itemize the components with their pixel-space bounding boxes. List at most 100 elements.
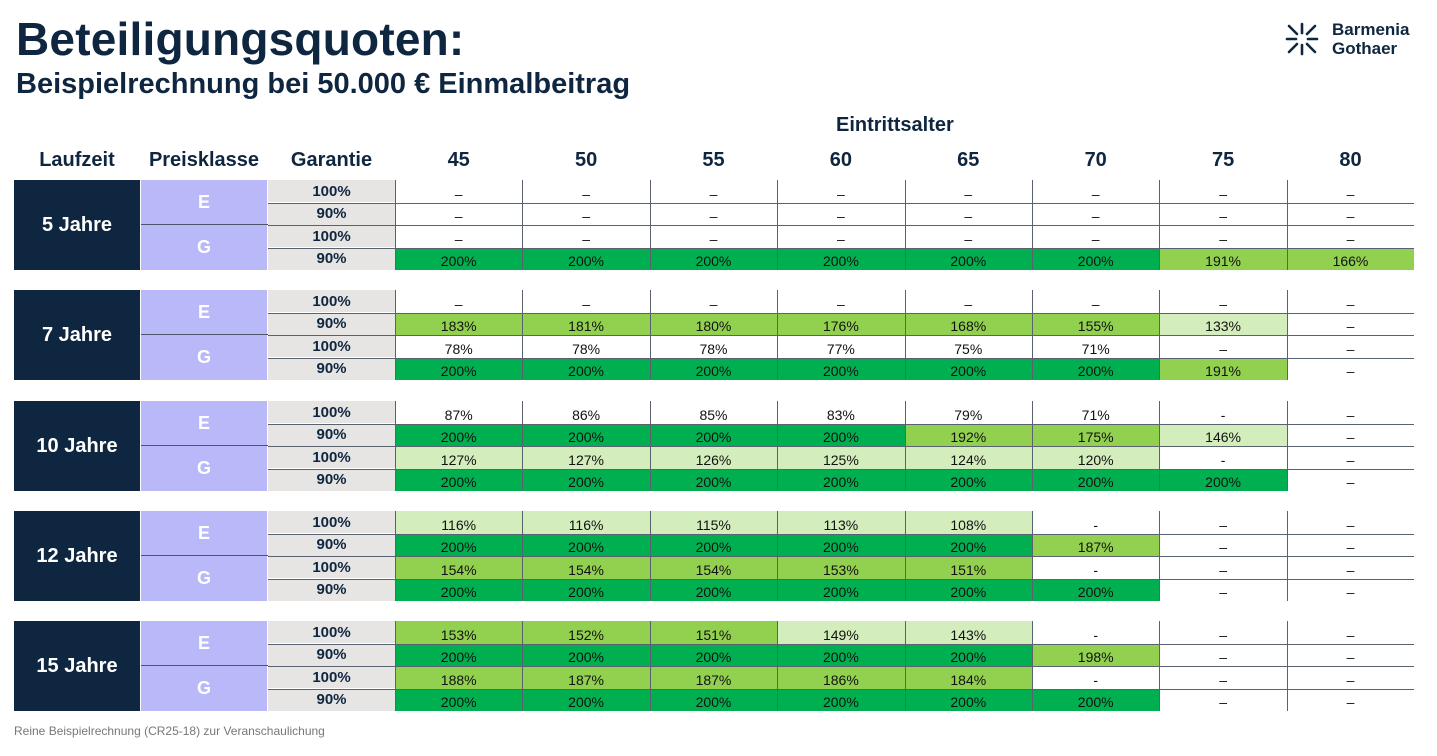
quota-cell: – [1286, 688, 1415, 711]
quota-cell: 120% [1032, 446, 1160, 469]
quota-cell: 200% [522, 688, 650, 711]
quota-value: – [709, 208, 718, 224]
quota-cell: 200% [522, 247, 650, 270]
quota-cell: 200% [649, 688, 778, 711]
quota-value: – [582, 208, 590, 224]
quota-cell: – [1159, 643, 1287, 666]
quota-value: 191% [1205, 253, 1241, 269]
quota-value: – [1346, 626, 1355, 643]
quota-cell: 176% [777, 312, 905, 335]
quota-value: 200% [1077, 363, 1114, 379]
garantie-cell: 90% [268, 423, 395, 446]
quota-cell: – [1032, 225, 1160, 248]
quota-cell: 187% [522, 666, 650, 689]
quota-cell: – [649, 180, 778, 203]
quota-cell: – [1286, 511, 1415, 534]
quota-value: 149% [822, 626, 859, 643]
preisklasse-g: G [141, 446, 267, 491]
quota-value: 183% [440, 318, 477, 334]
quota-value: 151% [695, 626, 732, 643]
quota-cell: 200% [777, 533, 905, 556]
quota-cell: 200% [395, 533, 523, 556]
quota-cell: 200% [777, 688, 905, 711]
age-group-label: Eintrittsalter [836, 114, 954, 136]
garantie-cell: 90% [268, 247, 395, 270]
quota-value: 143% [950, 626, 987, 643]
column-divider [904, 621, 906, 711]
laufzeit-label: 12 Jahre [14, 511, 140, 601]
quota-value: 187% [695, 671, 732, 688]
column-divider [395, 621, 396, 711]
quota-value: – [709, 295, 718, 312]
quota-cell: 175% [1032, 423, 1160, 446]
quota-cell: 154% [395, 556, 523, 579]
quota-cell: 200% [777, 423, 905, 446]
garantie-cell: 100% [268, 180, 395, 202]
header-age-55: 55 [702, 149, 725, 171]
quota-value: 200% [950, 649, 987, 665]
quota-value: – [454, 208, 463, 224]
quota-value: - [1093, 626, 1099, 643]
quota-value: 146% [1205, 429, 1241, 445]
quota-cell: 200% [904, 247, 1032, 270]
quota-cell: 200% [649, 423, 778, 446]
quota-cell: 200% [1032, 468, 1160, 491]
column-divider [777, 290, 779, 380]
quota-value: 79% [954, 406, 983, 423]
row-divider [268, 247, 395, 249]
quota-cell: – [395, 180, 523, 203]
quota-value: 200% [695, 253, 732, 269]
column-divider [649, 290, 651, 380]
garantie-cell: 100% [268, 666, 395, 688]
column-divider [1032, 180, 1033, 270]
quota-value: 175% [1077, 429, 1114, 445]
quota-value: 181% [568, 318, 604, 334]
quota-value: – [964, 295, 973, 312]
quota-value: 125% [822, 451, 859, 468]
column-divider [649, 621, 651, 711]
quota-cell: 200% [777, 643, 905, 666]
quota-value: – [454, 230, 463, 247]
column-divider [1159, 401, 1161, 491]
quota-cell: – [395, 225, 523, 248]
quota-value: 83% [826, 406, 855, 423]
column-divider [1159, 511, 1161, 601]
column-divider [649, 401, 651, 491]
quota-cell: 154% [649, 556, 778, 579]
quota-value: 200% [695, 584, 732, 600]
quota-cell: 184% [904, 666, 1032, 689]
quota-value: 155% [1077, 318, 1114, 334]
quota-cell: 126% [649, 446, 778, 469]
quota-cell: 151% [904, 556, 1032, 579]
quota-value: – [1346, 694, 1355, 710]
column-divider [522, 290, 524, 380]
quota-cell: – [522, 180, 650, 203]
quota-value: - [1220, 406, 1226, 423]
quota-cell: 200% [649, 578, 778, 601]
divider [141, 445, 395, 446]
quota-value: – [454, 185, 463, 202]
quota-value: - [1220, 451, 1226, 468]
quota-value: – [1346, 584, 1355, 600]
quota-cell: – [1286, 423, 1415, 446]
quota-value: – [1091, 295, 1100, 312]
quota-cell: – [1159, 225, 1287, 248]
quota-value: 200% [822, 429, 859, 445]
quota-cell: – [649, 225, 778, 248]
quota-value: 200% [822, 649, 859, 665]
quota-value: 166% [1332, 253, 1369, 269]
quota-value: 188% [440, 671, 477, 688]
quota-cell: 200% [1032, 247, 1160, 270]
column-divider [777, 511, 779, 601]
garantie-cell: 90% [268, 688, 395, 711]
row-divider [268, 468, 395, 470]
quota-cell: 187% [649, 666, 778, 689]
quota-value: – [1346, 429, 1355, 445]
column-divider [1286, 511, 1288, 601]
quota-cell: – [1286, 290, 1415, 313]
quota-cell: – [904, 180, 1032, 203]
quota-value: – [709, 185, 718, 202]
quota-value: 200% [950, 584, 987, 600]
quota-cell: 115% [649, 511, 778, 534]
quota-cell: 200% [904, 533, 1032, 556]
